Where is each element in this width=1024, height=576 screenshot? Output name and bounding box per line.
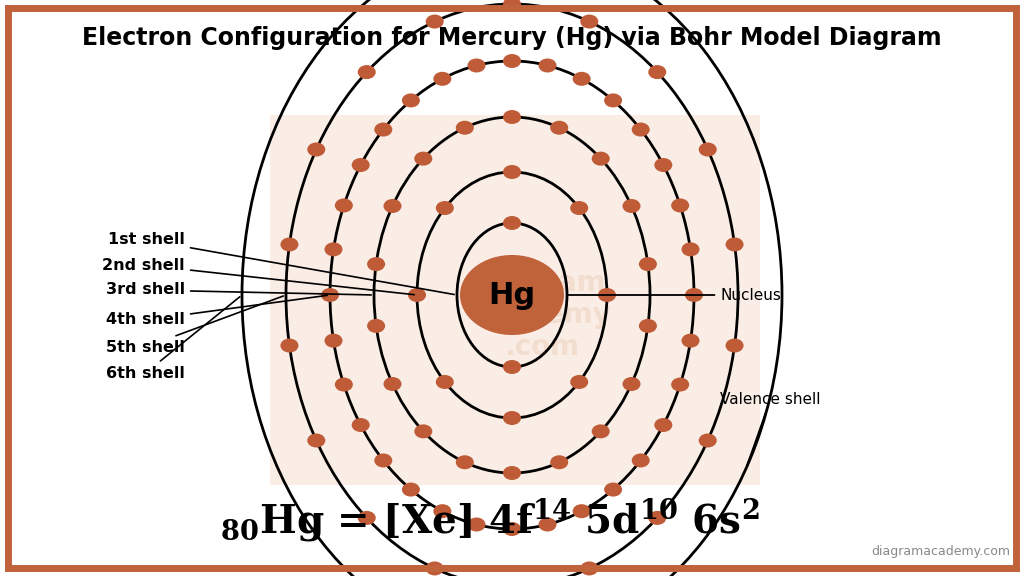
- Ellipse shape: [550, 455, 568, 469]
- Ellipse shape: [685, 288, 703, 302]
- Ellipse shape: [436, 375, 454, 389]
- Ellipse shape: [503, 216, 521, 230]
- Text: 3rd shell: 3rd shell: [105, 282, 372, 297]
- Ellipse shape: [572, 72, 591, 86]
- Ellipse shape: [408, 288, 426, 302]
- Ellipse shape: [281, 339, 298, 353]
- Ellipse shape: [539, 517, 556, 532]
- Ellipse shape: [415, 151, 432, 166]
- Ellipse shape: [726, 339, 743, 353]
- Text: Hg: Hg: [488, 281, 536, 309]
- Ellipse shape: [367, 257, 385, 271]
- Ellipse shape: [698, 434, 717, 448]
- Ellipse shape: [415, 425, 432, 438]
- Ellipse shape: [335, 199, 353, 213]
- Text: 5th shell: 5th shell: [106, 296, 284, 354]
- Ellipse shape: [460, 255, 564, 335]
- Ellipse shape: [581, 14, 598, 29]
- Ellipse shape: [648, 511, 667, 525]
- Ellipse shape: [351, 418, 370, 432]
- Ellipse shape: [503, 360, 521, 374]
- Ellipse shape: [307, 142, 326, 157]
- Ellipse shape: [623, 199, 640, 213]
- Ellipse shape: [357, 65, 376, 79]
- Bar: [270, 115, 760, 485]
- Ellipse shape: [598, 288, 616, 302]
- Ellipse shape: [604, 93, 623, 108]
- Ellipse shape: [325, 242, 342, 256]
- Ellipse shape: [503, 466, 521, 480]
- Ellipse shape: [503, 522, 521, 536]
- Ellipse shape: [456, 121, 474, 135]
- Ellipse shape: [503, 411, 521, 425]
- Ellipse shape: [367, 319, 385, 333]
- Ellipse shape: [468, 59, 485, 73]
- Ellipse shape: [384, 199, 401, 213]
- Text: 2nd shell: 2nd shell: [102, 257, 415, 295]
- Ellipse shape: [335, 377, 353, 392]
- Ellipse shape: [682, 242, 699, 256]
- Text: diagramacademy.com: diagramacademy.com: [871, 545, 1010, 558]
- Text: $_{\mathregular{80}}$Hg = [Xe] 4f$^{\mathregular{14}}$ 5d$^{\mathregular{10}}$ 6: $_{\mathregular{80}}$Hg = [Xe] 4f$^{\mat…: [220, 496, 760, 544]
- Ellipse shape: [325, 334, 342, 348]
- Ellipse shape: [456, 455, 474, 469]
- Ellipse shape: [654, 418, 673, 432]
- Ellipse shape: [375, 453, 392, 468]
- Text: 6th shell: 6th shell: [106, 297, 240, 381]
- Ellipse shape: [281, 237, 298, 252]
- Ellipse shape: [604, 483, 623, 497]
- Ellipse shape: [671, 199, 689, 213]
- Ellipse shape: [468, 517, 485, 532]
- Ellipse shape: [671, 377, 689, 392]
- Ellipse shape: [426, 562, 443, 575]
- Text: 4th shell: 4th shell: [106, 295, 328, 328]
- Ellipse shape: [401, 93, 420, 108]
- Ellipse shape: [726, 237, 743, 252]
- Ellipse shape: [503, 0, 521, 11]
- Ellipse shape: [550, 121, 568, 135]
- Ellipse shape: [592, 151, 609, 166]
- Ellipse shape: [433, 504, 452, 518]
- Ellipse shape: [375, 123, 392, 137]
- Ellipse shape: [357, 511, 376, 525]
- Ellipse shape: [570, 201, 588, 215]
- Ellipse shape: [351, 158, 370, 172]
- Ellipse shape: [698, 142, 717, 157]
- Ellipse shape: [682, 334, 699, 348]
- Ellipse shape: [426, 14, 443, 29]
- Ellipse shape: [572, 504, 591, 518]
- Ellipse shape: [384, 377, 401, 391]
- Ellipse shape: [581, 562, 598, 575]
- Ellipse shape: [648, 65, 667, 79]
- Ellipse shape: [436, 201, 454, 215]
- Ellipse shape: [539, 59, 556, 73]
- Ellipse shape: [623, 377, 640, 391]
- Ellipse shape: [503, 54, 521, 68]
- Text: Electron Configuration for Mercury (Hg) via Bohr Model Diagram: Electron Configuration for Mercury (Hg) …: [82, 26, 942, 50]
- Text: 1st shell: 1st shell: [109, 233, 455, 294]
- Ellipse shape: [321, 288, 339, 302]
- Ellipse shape: [570, 375, 588, 389]
- Ellipse shape: [639, 257, 657, 271]
- Ellipse shape: [401, 483, 420, 497]
- Ellipse shape: [592, 425, 609, 438]
- Text: diagram
academy
.com: diagram academy .com: [472, 268, 612, 361]
- Ellipse shape: [433, 72, 452, 86]
- Ellipse shape: [632, 453, 649, 468]
- Ellipse shape: [639, 319, 657, 333]
- Ellipse shape: [654, 158, 673, 172]
- Text: Valence shell: Valence shell: [720, 392, 820, 467]
- Ellipse shape: [307, 434, 326, 448]
- Ellipse shape: [503, 110, 521, 124]
- Ellipse shape: [503, 165, 521, 179]
- Ellipse shape: [632, 123, 649, 137]
- Text: Nucleus: Nucleus: [566, 287, 781, 302]
